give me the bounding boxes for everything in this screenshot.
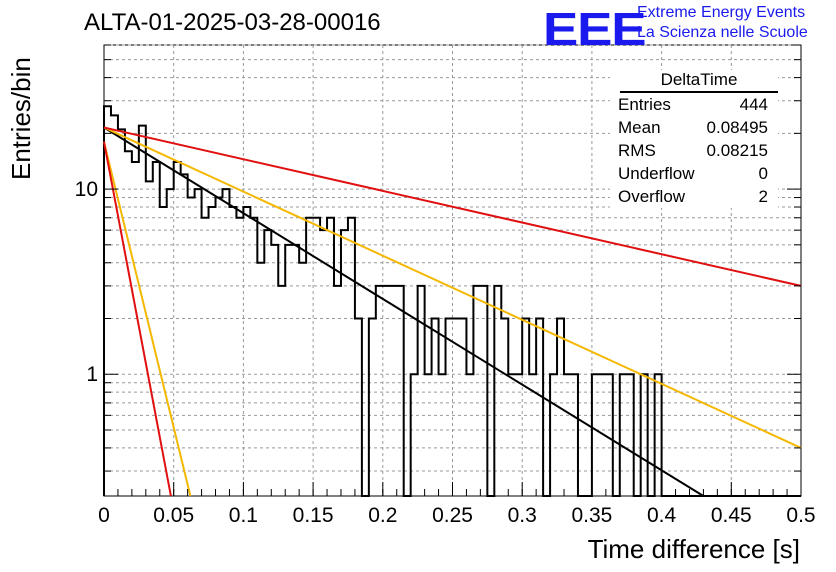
x-tick-label: 0.3 — [508, 504, 537, 527]
x-tick-label: 0.35 — [571, 504, 612, 527]
x-tick-label: 0.05 — [153, 504, 194, 527]
stats-row: Underflow 0 — [610, 162, 778, 185]
fit-line — [103, 126, 802, 287]
stats-value: 0 — [758, 164, 768, 183]
eee-logo: EEE — [543, 3, 647, 55]
fit-line — [103, 126, 802, 449]
x-tick-label: 0.2 — [368, 504, 397, 527]
x-tick-label: 0.1 — [229, 504, 258, 527]
stats-label: Entries — [618, 95, 671, 114]
stats-row: Entries 444 — [610, 93, 778, 116]
stats-label: Mean — [618, 118, 661, 137]
stats-value: 444 — [739, 95, 768, 114]
x-tick-label: 0.45 — [711, 504, 752, 527]
stats-label: RMS — [618, 141, 656, 160]
stats-title: DeltaTime — [620, 70, 778, 93]
y-axis-label: Entries/bin — [6, 57, 36, 180]
stats-row: Overflow 2 — [610, 185, 778, 208]
stats-value: 0.08215 — [706, 141, 768, 160]
x-axis-label: Time difference [s] — [587, 534, 800, 564]
fit-line — [103, 141, 172, 497]
x-tick-label: 0.4 — [647, 504, 677, 527]
fit-lines — [103, 126, 802, 497]
page-title: ALTA-01-2025-03-28-00016 — [84, 9, 381, 36]
stats-value: 2 — [758, 187, 768, 206]
stats-value: 0.08495 — [706, 118, 768, 137]
stats-row: Mean 0.08495 — [610, 116, 778, 139]
x-tick-label: 0.25 — [432, 504, 473, 527]
x-tick-label: 0 — [98, 504, 110, 527]
stats-box: DeltaTime Entries 444 Mean 0.08495 RMS 0… — [610, 70, 778, 208]
fit-line — [103, 141, 192, 497]
stats-row: RMS 0.08215 — [610, 139, 778, 162]
x-tick-label: 0.5 — [786, 504, 815, 527]
stats-label: Overflow — [618, 187, 686, 206]
y-tick-label: 1 — [86, 363, 98, 386]
x-tick-label: 0.15 — [293, 504, 334, 527]
logo-line1: Extreme Energy Events — [637, 4, 806, 21]
fit-line — [103, 126, 704, 497]
axis-ticks: 0 0.05 0.1 0.15 0.2 0.25 0.3 0.35 0.4 0.45 0.5 1 10 — [75, 44, 816, 527]
stats-label: Underflow — [618, 164, 695, 183]
histogram-bars — [103, 105, 801, 497]
histogram-outline — [103, 105, 801, 497]
y-tick-label: 10 — [75, 178, 98, 201]
logo-line2: La Scienza nelle Scuole — [637, 24, 808, 41]
